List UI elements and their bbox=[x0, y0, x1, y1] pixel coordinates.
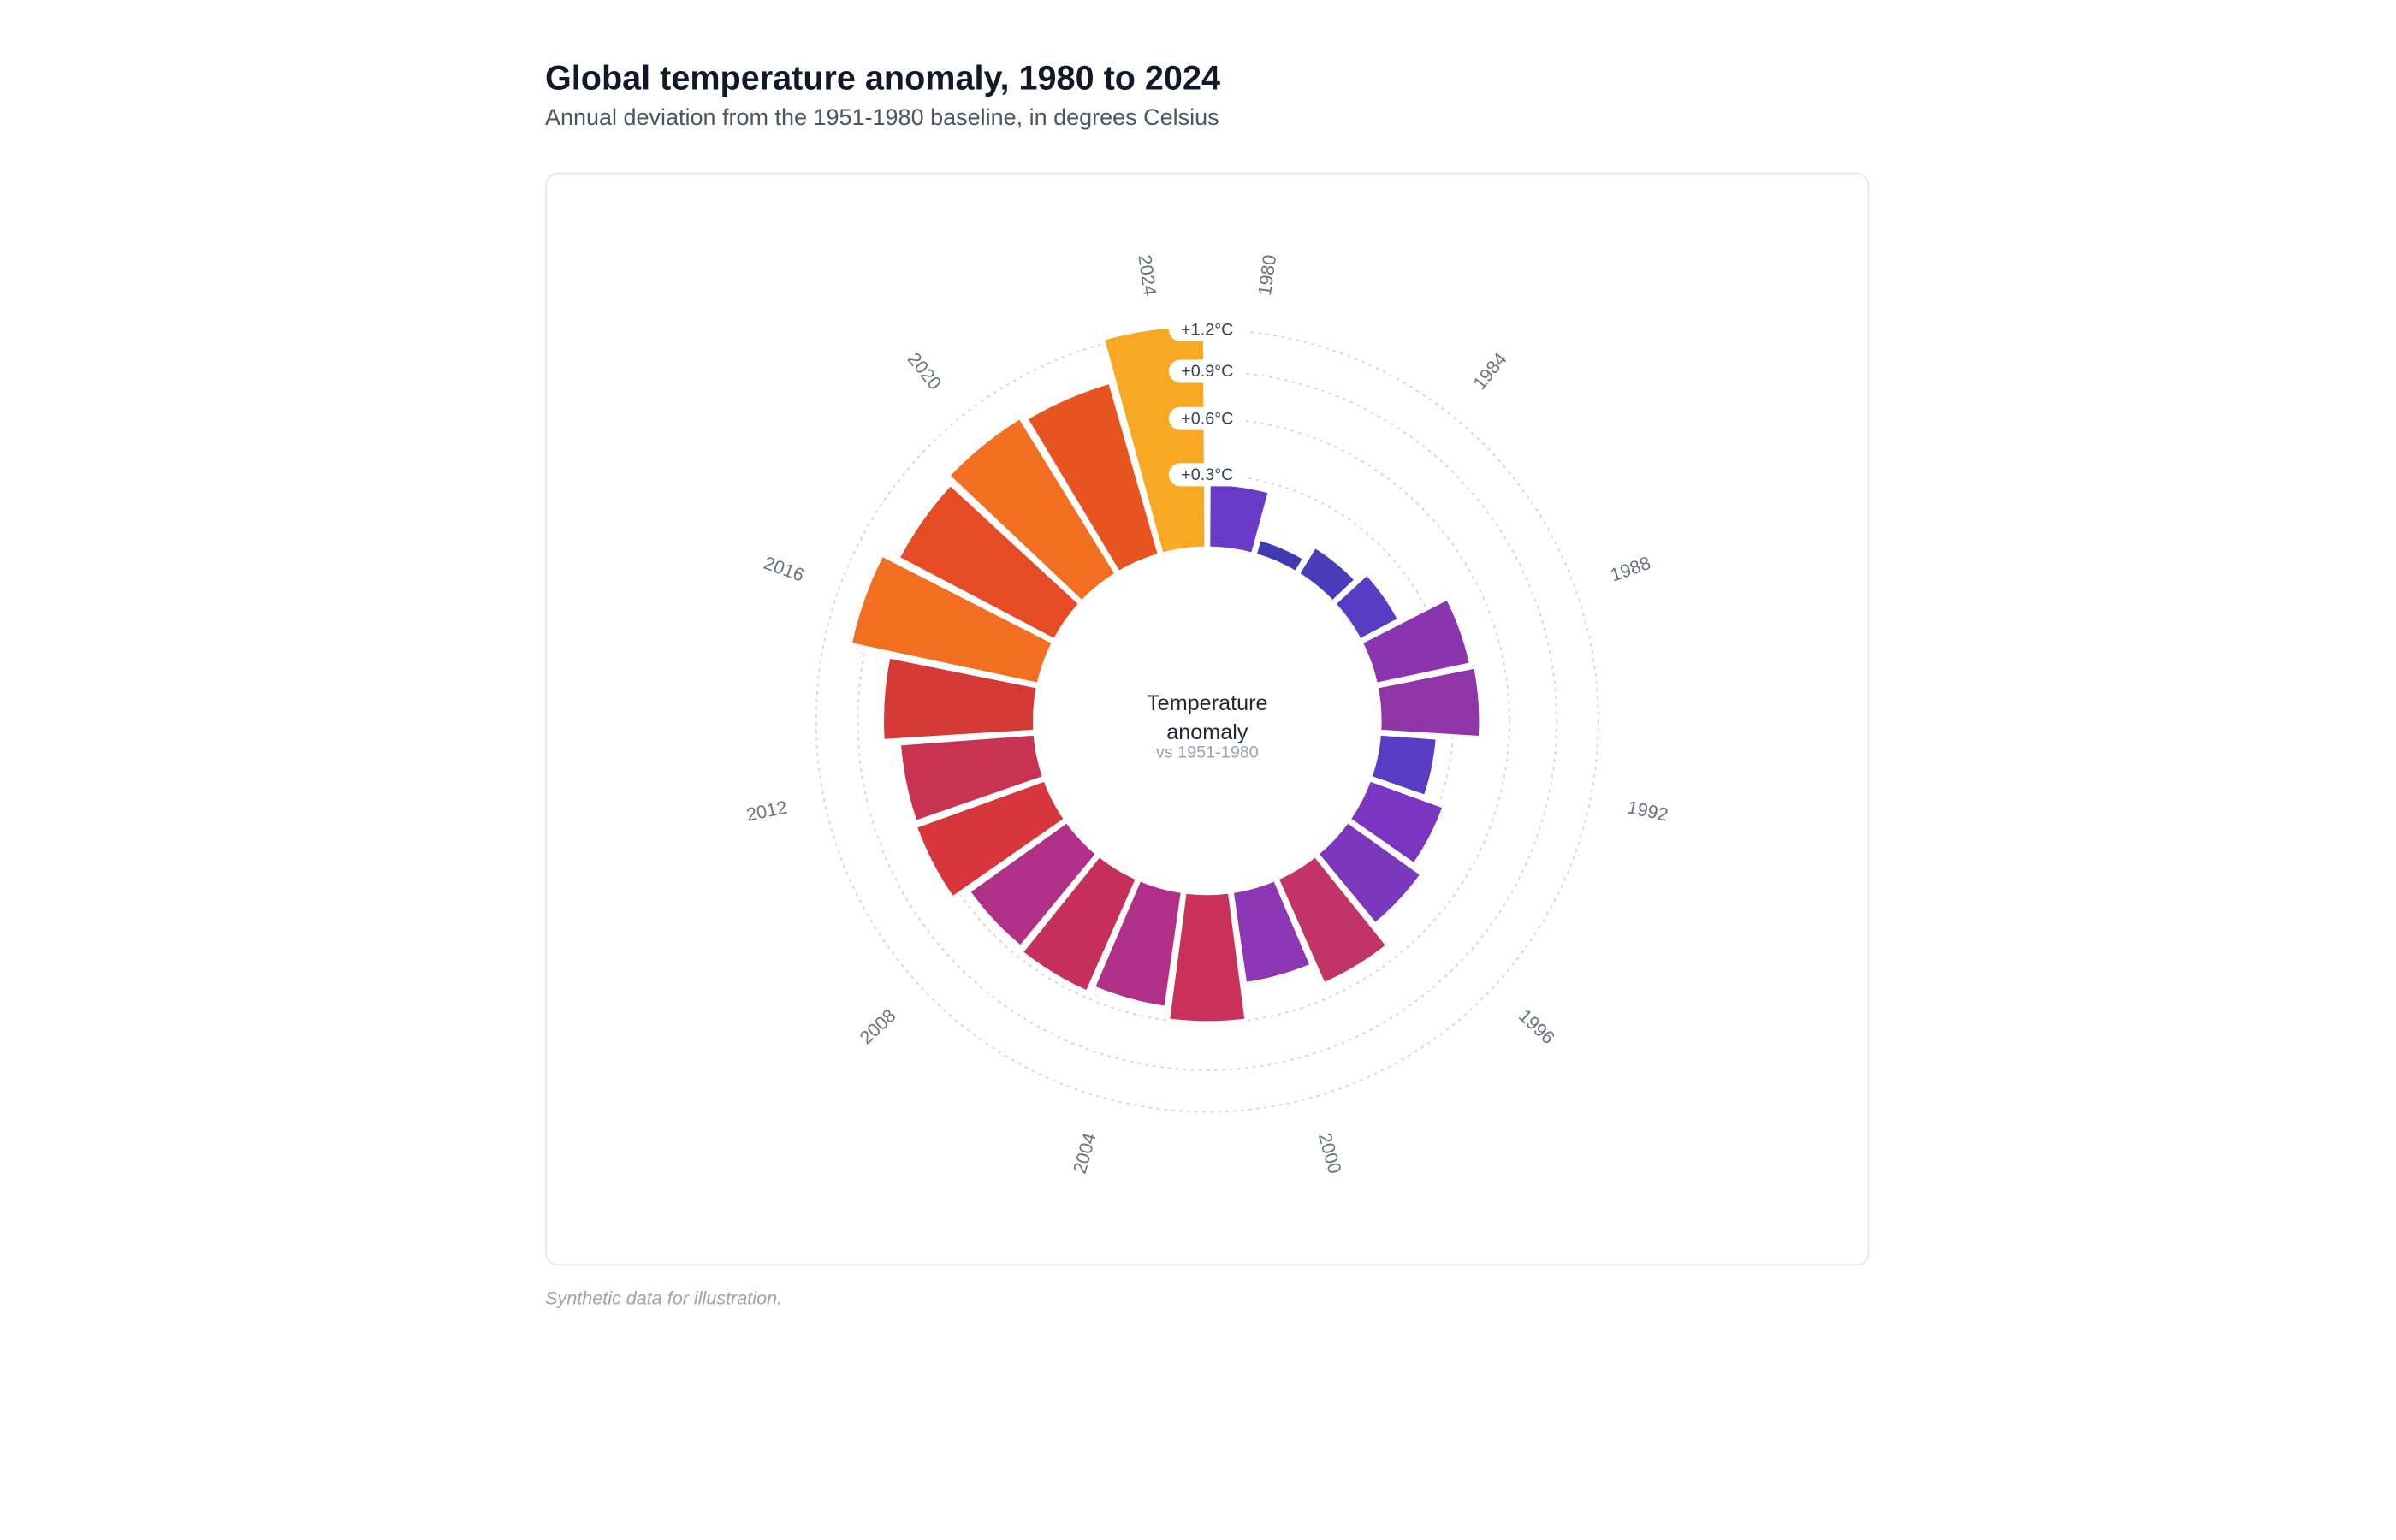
bar bbox=[1295, 543, 1360, 606]
y-tick-bg bbox=[1168, 406, 1246, 430]
bar bbox=[1373, 664, 1483, 740]
bar bbox=[1165, 889, 1249, 1025]
y-tick-label: +0.3°C bbox=[1181, 465, 1233, 484]
labels: 1980198419881992199620002004200820122016… bbox=[744, 253, 1670, 1176]
bar bbox=[1090, 876, 1185, 1010]
bar bbox=[1252, 536, 1308, 576]
bar bbox=[895, 481, 1083, 643]
center-label: anomaly bbox=[1166, 720, 1248, 744]
bar bbox=[1358, 595, 1474, 687]
bar bbox=[847, 552, 1057, 687]
bar bbox=[1274, 852, 1391, 987]
chart-card bbox=[545, 172, 1870, 1266]
bar bbox=[1229, 876, 1314, 986]
bar bbox=[1346, 777, 1447, 868]
bar bbox=[1314, 818, 1426, 927]
bar bbox=[1018, 852, 1141, 996]
bar bbox=[945, 414, 1120, 606]
bar bbox=[1331, 571, 1403, 643]
bar bbox=[965, 818, 1100, 951]
bar bbox=[880, 654, 1041, 743]
center-sublabel: vs 1951-1980 bbox=[1156, 743, 1259, 762]
footnote: Synthetic data for illustration. bbox=[545, 1287, 782, 1308]
bar bbox=[897, 731, 1047, 826]
chart-subtitle: Annual deviation from the 1951-1980 base… bbox=[545, 104, 1219, 130]
y-tick-label: +1.2°C bbox=[1181, 320, 1233, 339]
bar bbox=[1023, 379, 1163, 576]
bar bbox=[1367, 731, 1440, 800]
y-tick-bg bbox=[1168, 359, 1246, 383]
y-tick-bg bbox=[1168, 317, 1246, 341]
y-tick-bg bbox=[1168, 463, 1246, 487]
bar bbox=[912, 777, 1069, 902]
x-tick-label: 2024 bbox=[1134, 253, 1160, 297]
center-label: Temperature bbox=[1147, 691, 1267, 715]
chart-title: Global temperature anomaly, 1980 to 2024 bbox=[545, 60, 1220, 98]
grid-ring bbox=[857, 370, 1558, 1071]
y-tick-label: +0.9°C bbox=[1181, 362, 1233, 381]
y-tick-label: +0.6°C bbox=[1181, 409, 1233, 428]
